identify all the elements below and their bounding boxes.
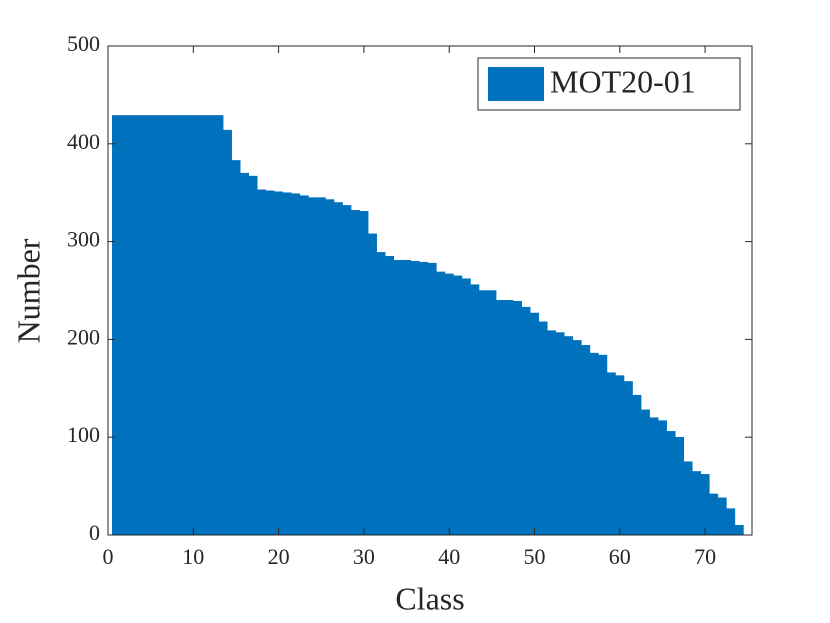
- bar: [657, 420, 667, 536]
- bar: [333, 202, 343, 536]
- bar: [393, 259, 403, 536]
- bar: [683, 461, 693, 536]
- bar: [205, 115, 215, 536]
- bar: [222, 129, 232, 536]
- legend-label: MOT20-01: [550, 63, 696, 99]
- bar: [700, 474, 710, 536]
- bar: [649, 417, 659, 536]
- bar: [248, 175, 258, 536]
- bar: [257, 189, 267, 536]
- bar: [436, 271, 446, 536]
- bar: [547, 330, 557, 536]
- bar: [478, 290, 488, 536]
- bar: [308, 197, 318, 536]
- bar: [640, 409, 650, 536]
- bar: [265, 190, 275, 536]
- bar: [291, 193, 301, 536]
- bar: [163, 115, 173, 536]
- bar: [453, 275, 463, 536]
- bar: [709, 493, 719, 536]
- x-tick-label: 70: [694, 544, 716, 569]
- bar: [598, 354, 608, 536]
- bar: [154, 115, 164, 536]
- x-tick-label: 60: [609, 544, 631, 569]
- bar: [384, 256, 394, 536]
- bar: [274, 191, 284, 536]
- x-tick-label: 0: [103, 544, 114, 569]
- legend: MOT20-01: [477, 57, 741, 111]
- y-tick-label: 400: [67, 129, 100, 154]
- bar: [350, 210, 360, 536]
- x-tick-label: 20: [268, 544, 290, 569]
- bar: [197, 115, 207, 536]
- bar: [402, 259, 412, 536]
- bar: [495, 300, 505, 536]
- y-tick-label: 200: [67, 324, 100, 349]
- bar: [581, 345, 591, 536]
- bar: [470, 284, 480, 536]
- bar: [623, 381, 633, 536]
- bar: [444, 273, 454, 536]
- bar: [137, 115, 147, 536]
- x-tick-label: 50: [523, 544, 545, 569]
- bar: [726, 508, 736, 536]
- bar: [120, 115, 130, 536]
- bar: [572, 340, 582, 536]
- y-axis-label: Number: [10, 238, 46, 343]
- y-tick-label: 300: [67, 227, 100, 252]
- bar: [282, 192, 292, 536]
- bar: [692, 471, 702, 536]
- bar: [410, 260, 420, 536]
- bar: [632, 394, 642, 536]
- bar: [615, 375, 625, 536]
- legend-swatch: [488, 67, 544, 101]
- x-tick-label: 30: [353, 544, 375, 569]
- bar: [734, 524, 744, 536]
- bar: [129, 115, 139, 536]
- bar: [606, 372, 616, 536]
- bar: [461, 278, 471, 536]
- bar: [359, 211, 369, 536]
- bar: [367, 233, 377, 536]
- bar: [342, 205, 352, 536]
- bar: [521, 306, 531, 536]
- bar: [555, 332, 565, 536]
- bar: [325, 199, 335, 536]
- bar: [376, 252, 386, 536]
- bar: [529, 312, 540, 536]
- bar: [564, 336, 574, 536]
- bar: [146, 115, 156, 536]
- x-tick-label: 40: [438, 544, 460, 569]
- bar: [214, 115, 224, 536]
- bar: [666, 431, 676, 536]
- axes-box: [107, 45, 753, 536]
- bar: [299, 195, 309, 536]
- bar: [112, 115, 122, 536]
- bar: [674, 436, 685, 536]
- bar: [239, 172, 249, 536]
- bar: [316, 197, 326, 536]
- bar: [538, 321, 548, 536]
- bar: [487, 290, 497, 536]
- bar: [717, 497, 727, 536]
- bar: [231, 160, 241, 536]
- bar: [512, 301, 522, 536]
- y-tick-label: 100: [67, 422, 100, 447]
- bar: [504, 300, 514, 536]
- x-axis-label: Class: [395, 580, 464, 616]
- bar: [188, 115, 198, 536]
- bar: [589, 352, 599, 536]
- bar: [419, 261, 429, 536]
- y-tick-label: 500: [67, 31, 100, 56]
- bar: [171, 115, 181, 536]
- y-tick-label: 0: [89, 520, 100, 545]
- x-tick-label: 10: [182, 544, 204, 569]
- bar: [180, 115, 190, 536]
- bar: [427, 262, 437, 536]
